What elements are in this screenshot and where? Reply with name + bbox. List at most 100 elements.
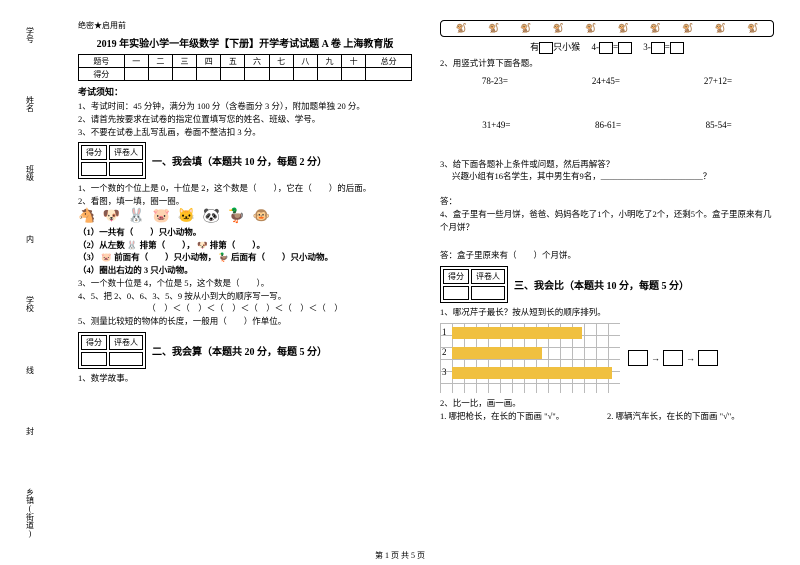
calc-item: 31+49= xyxy=(482,120,510,130)
q2-2: 2、用竖式计算下面各题。 xyxy=(440,57,774,70)
grader-cell: 评卷人 xyxy=(109,335,143,350)
exam-title: 2019 年实验小学一年级数学【下册】开学考试试题 A 卷 上海教育版 xyxy=(78,35,412,50)
q1-4-line: （ ）＜（ ）＜（ ）＜（ ）＜（ ）＜（ ） xyxy=(78,302,412,315)
eq-text: 4- xyxy=(591,42,599,52)
q2-4: 4、盒子里有一些月饼，爸爸、妈妈各吃了1个，小明吃了2个，还剩5个。盒子里原来有… xyxy=(440,208,774,234)
blank-box[interactable] xyxy=(618,42,632,54)
margin-label: 乡镇(街道) xyxy=(25,488,36,538)
q1-3: 3、一个数十位是 4，个位是 5，这个数是（ ）。 xyxy=(78,277,412,290)
answer-label: 答： xyxy=(440,195,774,208)
bar-1 xyxy=(452,327,582,339)
q1-2-3a: 前面有（ ）只小动物， xyxy=(114,252,216,262)
monkey-icon: 🐒 xyxy=(520,23,531,34)
q3-2a: 2、比一比，画一画。 xyxy=(440,397,774,410)
bar-2 xyxy=(452,347,542,359)
eq-text: 3- xyxy=(643,42,651,52)
th: 九 xyxy=(317,55,341,68)
q2-4-ans: 答：盒子里原来有（ ）个月饼。 xyxy=(440,249,774,262)
left-column: 绝密★启用前 2019 年实验小学一年级数学【下册】开学考试试题 A 卷 上海教… xyxy=(70,20,420,545)
notice-title: 考试须知： xyxy=(78,85,412,98)
right-column: 🐒🐒🐒🐒🐒🐒🐒🐒🐒🐒 有只小猴 4-= 3-= 2、用竖式计算下面各题。 78-… xyxy=(432,20,782,545)
monkey-illustration: 🐒🐒🐒🐒🐒🐒🐒🐒🐒🐒 xyxy=(440,20,774,37)
rabbit-icon: 🐰 xyxy=(127,240,138,250)
section1-title: 一、我会填（本题共 10 分，每题 2 分） xyxy=(152,153,327,168)
arrow-icon: → xyxy=(686,353,695,363)
page-content: 绝密★启用前 2019 年实验小学一年级数学【下册】开学考试试题 A 卷 上海教… xyxy=(70,20,790,545)
q2-3: 3、给下面各题补上条件或问题，然后再解答？ xyxy=(440,158,774,171)
order-box[interactable] xyxy=(628,350,648,366)
notice-item: 2、请首先按要求在试卷的指定位置填写您的姓名、班级、学号。 xyxy=(78,113,412,126)
q1-2: 2、看图，填一填，圈一圈。 xyxy=(78,195,412,208)
section3-title: 三、我会比（本题共 10 分，每题 5 分） xyxy=(514,277,689,292)
q1-2-3: （3） xyxy=(78,252,99,262)
length-grid-chart: 1 2 3 xyxy=(440,323,620,393)
margin-char: 线 xyxy=(25,366,36,374)
binding-margin: 学号 姓名 班级 内 学校 线 封 乡镇(街道) xyxy=(0,0,60,565)
q2-1: 1、数学故事。 xyxy=(78,372,412,385)
monkey-icon: 🐒 xyxy=(682,23,693,34)
score-cell: 得分 xyxy=(443,269,469,284)
bar-num: 3 xyxy=(442,367,447,377)
page-footer: 第 1 页 共 5 页 xyxy=(0,550,800,561)
calc-item: 27+12= xyxy=(704,76,732,86)
score-cell: 得分 xyxy=(81,335,107,350)
grader-cell: 评卷人 xyxy=(471,269,505,284)
margin-label: 学校 xyxy=(25,296,36,312)
th: 题号 xyxy=(79,55,125,68)
q1-5: 5、测量比较短的物体的长度，一般用（ ）作单位。 xyxy=(78,315,412,328)
q1-1: 1、一个数的个位上是 0，十位是 2，这个数是（ ），它在（ ）的后面。 xyxy=(78,182,412,195)
th: 一 xyxy=(124,55,148,68)
bar-num: 1 xyxy=(442,327,447,337)
q1-2-2b: 排第（ ）。 xyxy=(210,240,265,250)
blank-box[interactable] xyxy=(670,42,684,54)
calc-item: 86-61= xyxy=(595,120,621,130)
blank-box[interactable] xyxy=(599,42,613,54)
margin-char: 内 xyxy=(25,235,36,243)
th: 四 xyxy=(197,55,221,68)
order-flow: → → xyxy=(628,350,718,366)
bar-num: 2 xyxy=(442,347,447,357)
margin-label: 学号 xyxy=(25,27,36,43)
duck-icon: 🦆 xyxy=(218,252,229,262)
th: 十 xyxy=(342,55,366,68)
q1-2-4: （4）圈出右边的 3 只小动物。 xyxy=(78,265,193,275)
monkey-icon: 🐒 xyxy=(585,23,596,34)
th: 三 xyxy=(172,55,196,68)
th: 五 xyxy=(221,55,245,68)
calc-item: 78-23= xyxy=(482,76,508,86)
monkey-equations: 有只小猴 4-= 3-= xyxy=(440,40,774,54)
q1-2-1: （1）一共有（ ）只小动物。 xyxy=(78,227,201,237)
score-cell: 得分 xyxy=(81,145,107,160)
eq-text: 只小猴 xyxy=(553,42,580,52)
blank-box[interactable] xyxy=(651,42,665,54)
secret-label: 绝密★启用前 xyxy=(78,20,412,31)
score-table: 题号 一 二 三 四 五 六 七 八 九 十 总分 得分 xyxy=(78,54,412,81)
row-label: 得分 xyxy=(79,68,125,81)
order-box[interactable] xyxy=(663,350,683,366)
th: 二 xyxy=(148,55,172,68)
blank-box[interactable] xyxy=(539,42,553,54)
monkey-icon: 🐒 xyxy=(553,23,564,34)
q1-2-3b: 后面有（ ）只小动物。 xyxy=(231,252,333,262)
monkey-icon: 🐒 xyxy=(456,23,467,34)
monkey-icon: 🐒 xyxy=(715,23,726,34)
monkey-icon: 🐒 xyxy=(618,23,629,34)
q3-2c: 2. 哪辆汽车长，在长的下面画 "√"。 xyxy=(607,410,774,423)
order-box[interactable] xyxy=(698,350,718,366)
eq-text: 有 xyxy=(530,42,539,52)
q3-1: 1、哪况芹子最长？按从短到长的顺序排列。 xyxy=(440,306,774,319)
th: 六 xyxy=(245,55,269,68)
q2-3a: 兴趣小组有16名学生，其中男生有9名，_____________________… xyxy=(440,170,774,183)
score-entry-box: 得分评卷人 xyxy=(440,266,508,303)
monkey-icon: 🐒 xyxy=(488,23,499,34)
margin-label: 班级 xyxy=(25,165,36,181)
calc-row-1: 78-23= 24+45= 27+12= xyxy=(440,76,774,86)
q3-2b: 1. 哪把枪长，在长的下面画 "√"。 xyxy=(440,410,607,423)
calc-item: 85-54= xyxy=(706,120,732,130)
score-entry-box: 得分评卷人 xyxy=(78,142,146,179)
q1-4: 4、5、把 2、0、6、3、5、9 按从小到大的顺序写一写。 xyxy=(78,290,412,303)
notice-item: 3、不要在试卷上乱写乱画，卷面不整洁扣 3 分。 xyxy=(78,126,412,139)
monkey-icon: 🐒 xyxy=(650,23,661,34)
margin-char: 封 xyxy=(25,427,36,435)
notice-item: 1、考试时间：45 分钟，满分为 100 分（含卷面分 3 分），附加题单独 2… xyxy=(78,100,412,113)
